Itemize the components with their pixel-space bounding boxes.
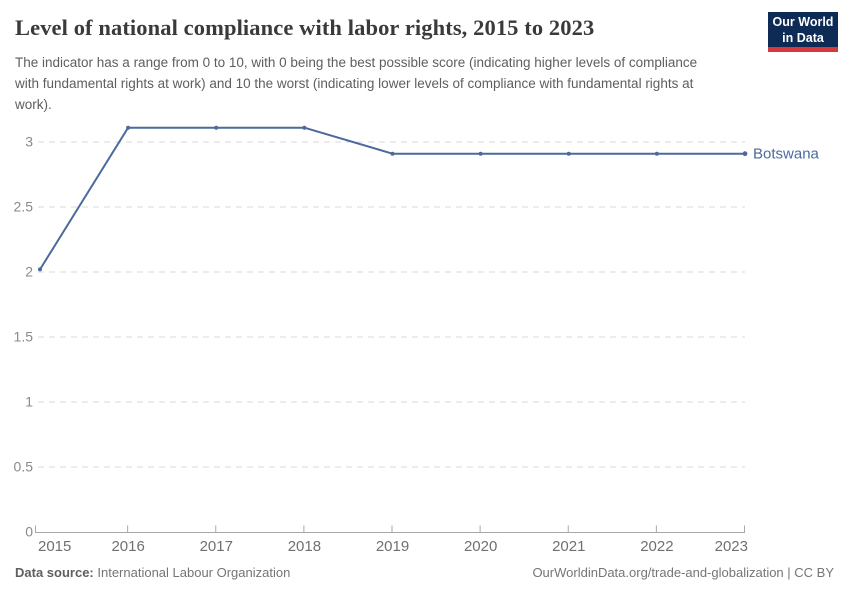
y-tick-label-1.5: 1.5: [14, 329, 34, 345]
x-tick-label-2019: 2019: [376, 538, 409, 555]
y-tick-label-1: 1: [25, 394, 33, 410]
x-tick-label-2022: 2022: [640, 538, 673, 555]
data-source: Data source: International Labour Organi…: [15, 565, 290, 580]
y-tick-label-0.5: 0.5: [14, 459, 34, 475]
data-point-botswana-2020[interactable]: [478, 151, 483, 156]
data-point-botswana-2015[interactable]: [38, 267, 42, 272]
data-source-value: International Labour Organization: [93, 565, 291, 580]
x-tick-label-2023: 2023: [715, 538, 748, 555]
x-tick-label-2015: 2015: [38, 538, 71, 555]
x-tick-label-2021: 2021: [552, 538, 585, 555]
series-line-botswana[interactable]: [39, 126, 746, 271]
x-tick-label-2018: 2018: [288, 538, 321, 555]
x-tick-label-2017: 2017: [200, 538, 233, 555]
x-tick-label-2016: 2016: [111, 538, 144, 555]
data-point-botswana-2023[interactable]: [742, 151, 748, 157]
data-point-botswana-2021[interactable]: [566, 151, 571, 156]
x-tick-label-2020: 2020: [464, 538, 497, 555]
chart-subtitle: The indicator has a range from 0 to 10, …: [15, 55, 698, 112]
owid-logo-line2: in Data: [782, 30, 824, 45]
data-point-botswana-2016[interactable]: [126, 125, 131, 130]
y-tick-label-2: 2: [25, 264, 33, 280]
attribution-link[interactable]: OurWorldinData.org/trade-and-globalizati…: [532, 565, 834, 580]
y-tick-label-3: 3: [25, 134, 33, 150]
y-tick-label-0: 0: [25, 524, 33, 540]
data-point-botswana-2022[interactable]: [654, 151, 659, 156]
y-tick-label-2.5: 2.5: [14, 199, 34, 215]
owid-logo-line1: Our World: [772, 15, 834, 29]
data-source-label: Data source:: [15, 565, 94, 580]
series-label-botswana[interactable]: Botswana: [753, 146, 820, 163]
data-point-botswana-2017[interactable]: [214, 125, 219, 130]
data-point-botswana-2019[interactable]: [390, 151, 395, 156]
chart-footer: Data source: International Labour Organi…: [15, 565, 834, 580]
page-title: Level of national compliance with labor …: [15, 15, 595, 40]
data-point-botswana-2018[interactable]: [302, 125, 307, 130]
owid-logo[interactable]: Our World in Data: [768, 12, 838, 52]
